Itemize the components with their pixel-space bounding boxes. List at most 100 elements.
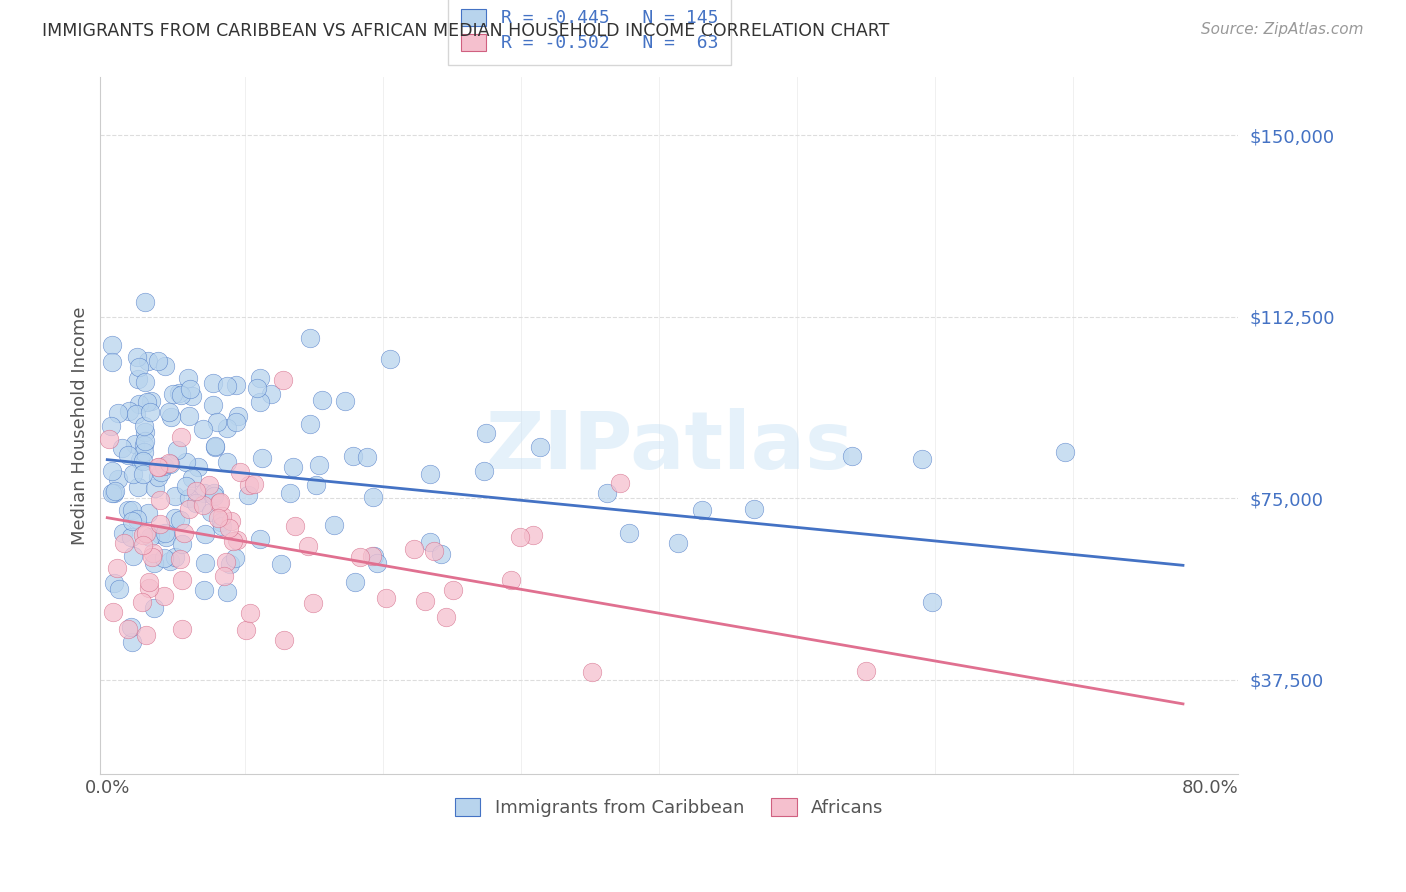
Point (249, 371, 271, 385)
Point (205, 415, 228, 429)
Point (501, 573, 523, 587)
Point (136, 506, 159, 520)
Point (226, 533, 249, 547)
Point (299, 417, 322, 431)
Point (146, 469, 169, 483)
Point (152, 551, 174, 566)
Point (167, 386, 190, 401)
Point (224, 550, 246, 565)
Point (134, 438, 156, 452)
Point (208, 494, 231, 508)
Point (1053, 445, 1076, 459)
Point (138, 582, 160, 596)
Point (311, 392, 333, 407)
Point (155, 525, 177, 540)
Point (112, 526, 135, 541)
Point (204, 440, 226, 454)
Point (187, 460, 209, 475)
Point (152, 458, 174, 473)
Point (101, 355, 124, 369)
Point (322, 518, 344, 533)
Point (217, 455, 239, 469)
Point (136, 353, 159, 368)
Point (135, 525, 157, 540)
Point (419, 467, 441, 482)
Point (260, 387, 283, 401)
Point (149, 466, 172, 480)
Point (157, 405, 180, 419)
Point (121, 635, 143, 649)
Point (475, 426, 498, 441)
Point (134, 375, 156, 389)
Point (177, 501, 200, 516)
Point (101, 464, 124, 478)
Point (419, 534, 441, 549)
Point (342, 449, 364, 463)
Point (423, 543, 446, 558)
Point (170, 622, 193, 636)
Point (529, 440, 551, 454)
Point (271, 373, 294, 387)
Point (298, 330, 321, 344)
Point (134, 419, 156, 434)
Point (132, 528, 155, 542)
Point (163, 549, 186, 564)
Point (333, 394, 356, 409)
Point (200, 504, 222, 518)
Point (363, 549, 385, 563)
Point (121, 514, 143, 528)
Point (194, 556, 217, 570)
Point (207, 511, 229, 525)
Point (472, 464, 495, 478)
Point (127, 372, 149, 386)
Point (270, 558, 292, 572)
Point (122, 549, 145, 564)
Point (250, 450, 273, 465)
Point (413, 594, 436, 608)
Point (855, 665, 877, 679)
Point (160, 409, 183, 424)
Point (118, 404, 141, 418)
Point (166, 443, 188, 458)
Point (344, 575, 367, 590)
Point (202, 489, 225, 503)
Point (149, 493, 172, 508)
Point (378, 351, 401, 366)
Point (127, 480, 149, 494)
Point (163, 510, 186, 524)
Point (159, 554, 181, 568)
Point (105, 561, 128, 575)
Point (134, 434, 156, 449)
Point (434, 610, 457, 624)
Point (308, 458, 330, 473)
Point (249, 532, 271, 546)
Point (211, 508, 233, 523)
Point (135, 628, 157, 642)
Point (441, 582, 464, 597)
Point (202, 376, 225, 391)
Point (193, 582, 215, 597)
Point (215, 584, 238, 599)
Point (169, 551, 191, 566)
Point (209, 515, 232, 529)
Point (221, 533, 243, 548)
Point (208, 496, 231, 510)
Point (226, 409, 249, 423)
Point (128, 397, 150, 411)
Point (125, 512, 148, 526)
Point (103, 486, 125, 500)
Point (170, 573, 193, 587)
Point (304, 477, 326, 491)
Point (148, 354, 170, 368)
Point (155, 359, 177, 373)
Point (217, 420, 239, 434)
Point (297, 539, 319, 553)
Point (361, 490, 384, 504)
Point (361, 549, 384, 564)
Point (238, 488, 260, 502)
Point (173, 526, 195, 541)
Point (186, 484, 208, 499)
Point (204, 439, 226, 453)
Point (134, 294, 156, 309)
Point (219, 557, 242, 571)
